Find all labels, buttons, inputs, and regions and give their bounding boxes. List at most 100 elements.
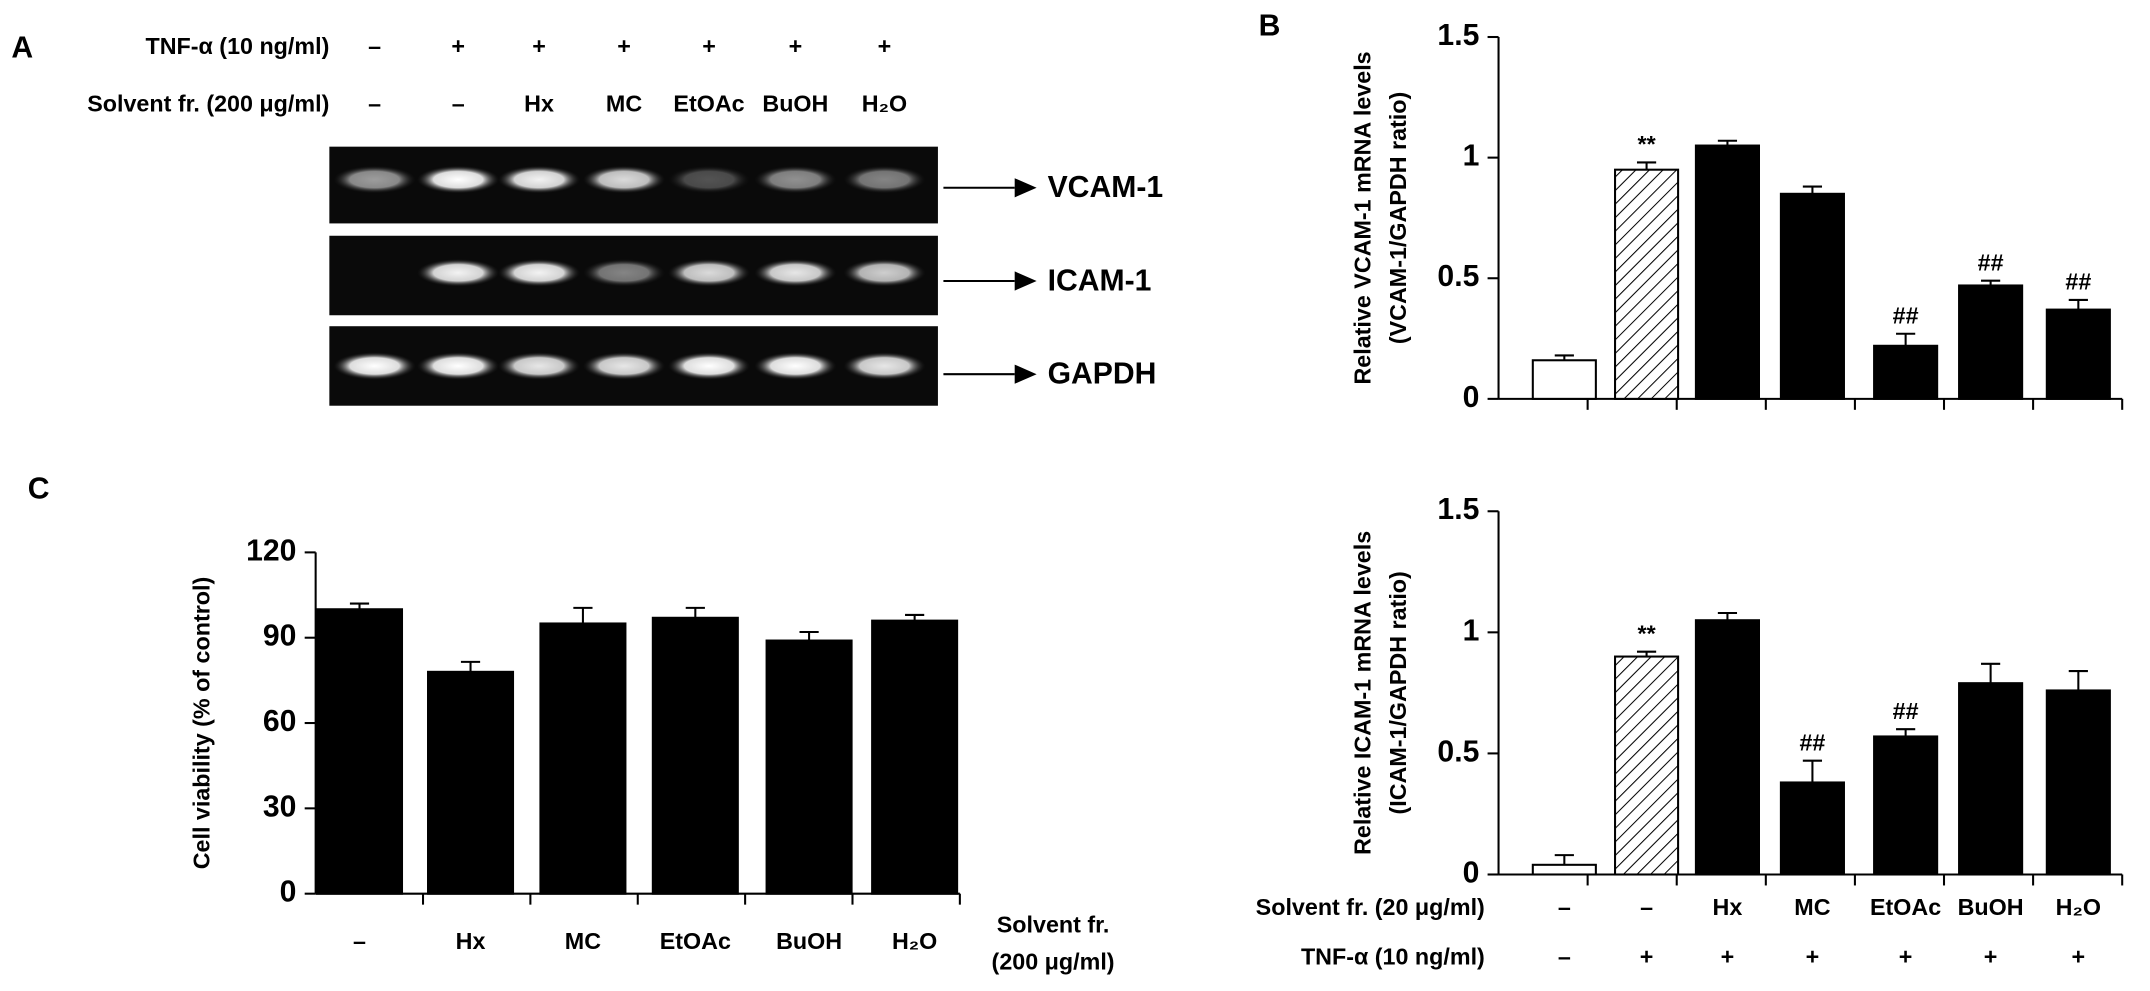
bar — [1614, 168, 1680, 400]
gel-band — [843, 352, 926, 380]
band-label: GAPDH — [1048, 358, 1157, 391]
gel-band — [582, 165, 666, 194]
gel-band — [497, 352, 581, 380]
y-axis-label: (ICAM-1/GAPDH ratio) — [1385, 571, 1411, 814]
bar — [765, 639, 853, 895]
condition-mark: Hx — [1713, 894, 1743, 920]
condition-mark: + — [2072, 943, 2086, 969]
significance-mark: ## — [2065, 269, 2091, 295]
gel-row-label: TNF-α (10 ng/ml) — [145, 33, 329, 59]
gel-lane-mark: H₂O — [862, 91, 907, 117]
condition-mark: + — [1899, 943, 1913, 969]
condition-mark: EtOAc — [1870, 894, 1941, 920]
bar — [1694, 144, 1760, 400]
significance-mark: ## — [1978, 249, 2004, 275]
y-tick-label: 30 — [263, 790, 297, 823]
y-axis-label: Relative ICAM-1 mRNA levels — [1349, 531, 1375, 855]
gel-band — [667, 165, 751, 194]
gel-lane-mark: + — [532, 33, 546, 59]
x-tick-label: – — [353, 928, 366, 954]
band-label: ICAM-1 — [1048, 264, 1152, 297]
gel-lane-mark: BuOH — [762, 91, 828, 117]
bar — [1531, 359, 1597, 400]
gel-band — [582, 352, 666, 380]
bar — [1958, 682, 2024, 876]
gel-lane-mark: – — [368, 91, 381, 117]
bar — [871, 619, 959, 895]
bar — [315, 608, 404, 895]
arrow-head — [1014, 364, 1037, 384]
gel-lane-mark: + — [702, 33, 716, 59]
y-axis-label: Cell viability (% of control) — [188, 577, 214, 870]
panel-label: A — [11, 31, 33, 64]
gel-band — [417, 352, 500, 380]
gel-band — [754, 165, 837, 194]
band-label: VCAM-1 — [1048, 171, 1164, 204]
gel-band — [582, 259, 666, 287]
significance-mark: ** — [1638, 131, 1657, 157]
gel-band — [843, 259, 926, 287]
gel-band — [417, 259, 500, 287]
arrow-head — [1014, 178, 1037, 198]
bar — [1873, 735, 1939, 876]
bar — [1873, 344, 1939, 400]
significance-mark: ** — [1638, 620, 1657, 646]
bar — [1958, 284, 2024, 400]
significance-mark: ## — [1799, 729, 1825, 755]
gel-band — [333, 352, 416, 380]
condition-mark: + — [1721, 943, 1735, 969]
y-tick-label: 0.5 — [1437, 260, 1479, 293]
condition-mark: H₂O — [2056, 894, 2101, 920]
gel-band — [417, 165, 500, 194]
condition-mark: + — [1984, 943, 1998, 969]
bar — [1779, 781, 1845, 876]
bar — [2045, 308, 2111, 400]
y-tick-label: 0 — [280, 876, 297, 909]
gel-band — [843, 165, 926, 194]
gel-lane-mark: – — [368, 33, 381, 59]
bar — [1694, 619, 1760, 876]
gel-lane-mark: MC — [606, 91, 642, 117]
bar — [1779, 192, 1845, 400]
y-tick-label: 1.5 — [1437, 19, 1479, 52]
condition-label: TNF-α (10 ng/ml) — [1301, 943, 1485, 969]
condition-mark: – — [1558, 894, 1571, 920]
bar — [1614, 655, 1680, 876]
y-axis-label: (VCAM-1/GAPDH ratio) — [1385, 92, 1411, 344]
condition-mark: – — [1640, 894, 1653, 920]
x-tick-label: Hx — [456, 928, 486, 954]
x-tick-label: MC — [565, 928, 601, 954]
condition-label: Solvent fr. (20 μg/ml) — [1256, 894, 1485, 920]
bar — [1531, 863, 1597, 876]
y-tick-label: 0 — [1463, 381, 1480, 414]
condition-mark: BuOH — [1958, 894, 2024, 920]
gel-row-label: Solvent fr. (200 μg/ml) — [87, 91, 329, 117]
gel-band — [333, 165, 416, 194]
bar — [539, 622, 627, 895]
condition-mark: – — [1558, 943, 1571, 969]
y-tick-label: 120 — [246, 534, 296, 567]
x-axis-label: Solvent fr. — [997, 912, 1110, 938]
gel-band — [667, 259, 751, 287]
gel-band — [667, 352, 751, 380]
y-tick-label: 1 — [1463, 140, 1480, 173]
gel-lane-mark: + — [617, 33, 631, 59]
significance-mark: ## — [1893, 302, 1919, 328]
significance-mark: ## — [1893, 698, 1919, 724]
y-axis-label: Relative VCAM-1 mRNA levels — [1349, 51, 1375, 384]
x-tick-label: EtOAc — [660, 928, 731, 954]
y-tick-label: 1.5 — [1437, 493, 1479, 526]
x-tick-label: H₂O — [892, 928, 937, 954]
gel-band — [497, 165, 581, 194]
gel-band — [754, 259, 837, 287]
gel-lane-mark: + — [878, 33, 892, 59]
arrow-head — [1014, 271, 1037, 291]
y-tick-label: 1 — [1463, 614, 1480, 647]
condition-mark: + — [1806, 943, 1820, 969]
y-tick-label: 0.5 — [1437, 735, 1479, 768]
gel-band — [497, 259, 581, 287]
gel-lane-mark: + — [451, 33, 465, 59]
panel-label: C — [28, 473, 50, 506]
